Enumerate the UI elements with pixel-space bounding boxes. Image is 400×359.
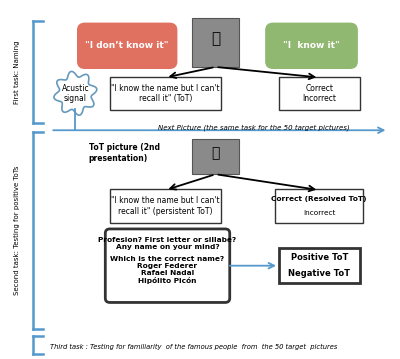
FancyBboxPatch shape — [192, 18, 238, 67]
Text: Correct
Incorrect: Correct Incorrect — [302, 84, 336, 103]
Text: Correct (Resolved ToT): Correct (Resolved ToT) — [272, 196, 367, 202]
Text: Third task : Testing for familiarity  of the famous people  from  the 50 target : Third task : Testing for familiarity of … — [50, 344, 338, 350]
FancyBboxPatch shape — [78, 24, 176, 68]
Text: ToT picture (2nd
presentation): ToT picture (2nd presentation) — [89, 143, 160, 163]
Text: 👤: 👤 — [211, 146, 220, 160]
FancyBboxPatch shape — [275, 189, 363, 223]
Text: Next Picture (the same task for the 50 target pictures): Next Picture (the same task for the 50 t… — [158, 124, 350, 131]
FancyBboxPatch shape — [192, 139, 238, 174]
Polygon shape — [54, 71, 97, 115]
Text: Second task: Testing for positive ToTs: Second task: Testing for positive ToTs — [14, 166, 20, 295]
Text: First task: Naming: First task: Naming — [14, 41, 20, 104]
FancyBboxPatch shape — [279, 76, 360, 110]
Text: "I know the name but I can't
recall it" (ToT): "I know the name but I can't recall it" … — [111, 84, 220, 103]
Text: Which is the correct name?: Which is the correct name? — [110, 256, 224, 262]
Text: Acustic
signal: Acustic signal — [62, 84, 89, 103]
Text: "I  know it": "I know it" — [283, 41, 340, 50]
Text: Incorrect: Incorrect — [303, 210, 335, 216]
Text: Any name on your mind?: Any name on your mind? — [116, 244, 219, 250]
FancyBboxPatch shape — [266, 24, 357, 68]
Text: Positive ToT: Positive ToT — [290, 253, 348, 262]
FancyBboxPatch shape — [105, 229, 230, 303]
Text: Negative ToT: Negative ToT — [288, 269, 350, 278]
FancyBboxPatch shape — [110, 189, 221, 223]
Text: "I know the name but I can't
recall it" (persistent ToT): "I know the name but I can't recall it" … — [111, 196, 220, 216]
Text: Roger Federer: Roger Federer — [138, 264, 198, 269]
Text: Rafael Nadal: Rafael Nadal — [141, 270, 194, 276]
Text: Hipólito Picón: Hipólito Picón — [138, 277, 197, 284]
FancyBboxPatch shape — [279, 248, 360, 283]
FancyBboxPatch shape — [110, 76, 221, 110]
Text: 👤: 👤 — [211, 31, 220, 46]
Text: Profesion? First letter or sillabe?: Profesion? First letter or sillabe? — [98, 237, 236, 243]
Text: "I don’t know it": "I don’t know it" — [86, 41, 169, 50]
